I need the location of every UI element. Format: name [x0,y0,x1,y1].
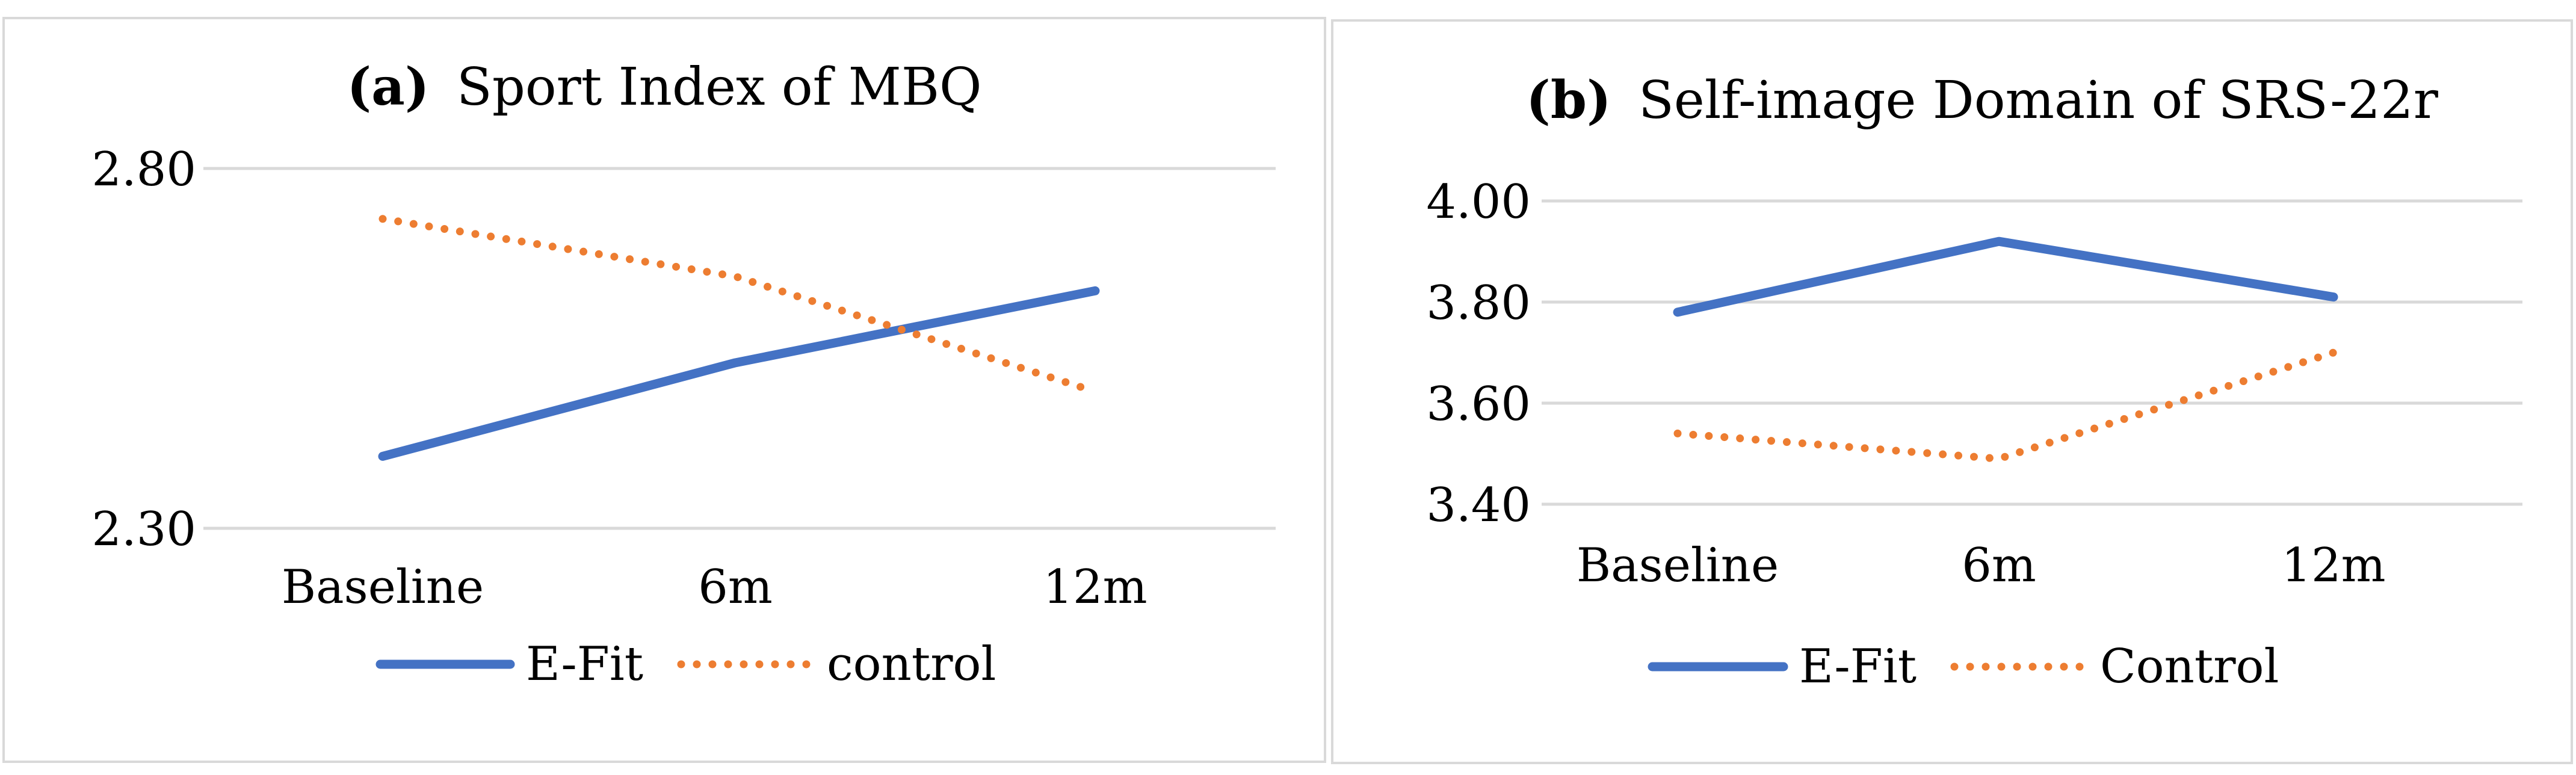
chart-b-y-tick-label: 4.00 [1426,175,1531,229]
chart-b-title: (b) Self-image Domain of SRS-22r [1526,70,2439,131]
chart-a-series-line-control [378,215,1099,396]
chart-b-legend-label: E-Fit [1799,640,1917,694]
chart-a-svg: (a) Sport Index of MBQ 2.80 2.30 Baseline… [91,57,1276,691]
chart-a-x-tick-label: 6m [698,560,773,614]
chart-panel-b: (b) Self-image Domain of SRS-22r 4.00 3.8… [1331,19,2573,764]
chart-b-title-text: Self-image Domain of SRS-22r [1639,70,2439,131]
chart-b-y-tick-label: 3.40 [1426,478,1531,533]
chart-a-x-tick-label: Baseline [282,560,484,614]
chart-b-x-tick-label: 12m [2281,539,2385,593]
chart-a-title: (a) Sport Index of MBQ [347,57,981,117]
chart-b-svg: (b) Self-image Domain of SRS-22r 4.00 3.8… [1426,70,2522,694]
chart-a-series-line-e-fit [378,286,1100,461]
chart-b-x-tick-label: 6m [1962,539,2036,593]
chart-b-y-tick-label: 3.80 [1426,276,1531,330]
chart-b-x-tick-label: Baseline [1577,539,1779,593]
chart-b-series-line-control [1673,348,2338,463]
chart-b-panel-label: (b) [1526,70,1611,131]
chart-a-y-tick-label: 2.30 [91,502,196,557]
chart-a-legend-label: E-Fit [526,637,643,691]
chart-b-y-tick-label: 3.60 [1426,377,1531,431]
chart-a-title-text: Sport Index of MBQ [457,57,982,117]
chart-a-x-tick-label: 12m [1043,560,1147,614]
chart-a-legend-label: control [827,637,996,691]
chart-b-legend-label: Control [2100,640,2279,694]
chart-panel-a: (a) Sport Index of MBQ 2.80 2.30 Baseline… [2,17,1326,763]
chart-a-y-tick-label: 2.80 [91,143,196,197]
chart-b-series-line-e-fit [1673,236,2338,317]
chart-a-panel-label: (a) [347,57,429,117]
